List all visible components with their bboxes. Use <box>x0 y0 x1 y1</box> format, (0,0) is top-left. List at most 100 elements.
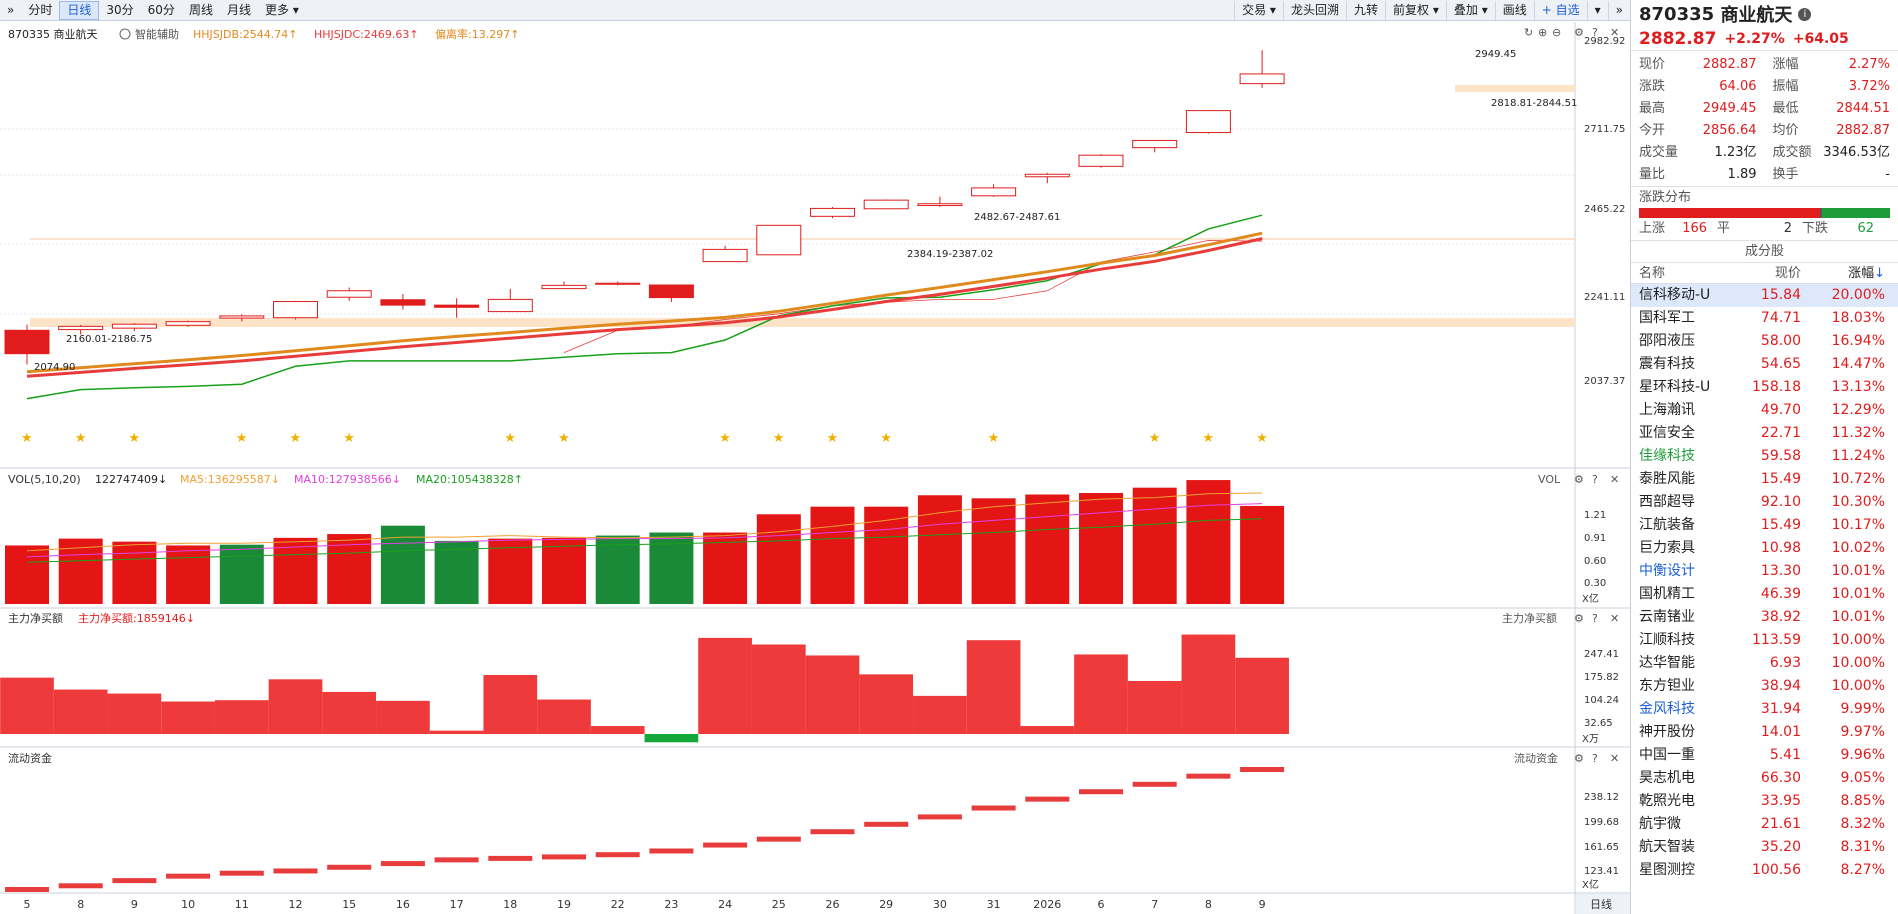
net-buy-bar[interactable] <box>322 691 377 734</box>
candle-body[interactable] <box>326 290 372 298</box>
volume-bar[interactable] <box>380 525 425 604</box>
flow-bar[interactable] <box>1240 767 1285 772</box>
net-buy-bar[interactable] <box>1235 657 1289 734</box>
constituent-row[interactable]: 上海瀚讯 49.70 12.29% <box>1631 399 1898 422</box>
volume-bar[interactable] <box>5 545 49 604</box>
flow-bar[interactable] <box>810 829 855 835</box>
col-price[interactable]: 现价 <box>1774 266 1801 281</box>
period-tab-daily[interactable]: 日线 <box>59 0 100 20</box>
flow-bar[interactable] <box>649 848 694 854</box>
constituent-row[interactable]: 震有科技 54.65 14.47% <box>1631 353 1898 376</box>
volume-bar[interactable] <box>595 535 640 604</box>
settings-icon[interactable]: ⚙ <box>1574 26 1584 39</box>
flow-bar[interactable] <box>542 854 586 860</box>
flow-bar[interactable] <box>864 821 909 827</box>
constituent-row[interactable]: 巨力索具 10.98 10.02% <box>1631 537 1898 560</box>
net-buy-bar[interactable] <box>107 693 162 734</box>
candle-body[interactable] <box>1132 139 1178 149</box>
net-buy-bar[interactable] <box>805 655 860 734</box>
net-buy-bar[interactable] <box>1020 726 1075 734</box>
flow-bar[interactable] <box>434 857 479 863</box>
flow-bar[interactable] <box>1132 781 1177 787</box>
period-tab-30min[interactable]: 30分 <box>106 2 134 17</box>
help-icon[interactable]: ? <box>1592 752 1598 765</box>
constituent-row[interactable]: 云南锗业 38.92 10.01% <box>1631 606 1898 629</box>
constituent-row[interactable]: 乾照光电 33.95 8.85% <box>1631 790 1898 813</box>
refresh-icon[interactable]: ↻ <box>1524 26 1533 39</box>
flow-bar[interactable] <box>5 887 49 892</box>
settings-icon[interactable]: ⚙ <box>1574 752 1584 765</box>
constituent-row[interactable]: 中国一重 5.41 9.96% <box>1631 744 1898 767</box>
candle-body[interactable] <box>165 321 211 326</box>
volume-bar[interactable] <box>112 541 157 604</box>
flow-bar[interactable] <box>488 855 533 861</box>
flow-bar[interactable] <box>327 864 372 870</box>
candle-body[interactable] <box>1239 73 1285 85</box>
net-buy-bar[interactable] <box>751 644 806 734</box>
overlay-dropdown[interactable]: 叠加 ▾ <box>1445 1 1495 20</box>
constituent-row[interactable]: 邵阳液压 58.00 16.94% <box>1631 330 1898 353</box>
volume-bar[interactable] <box>917 495 962 604</box>
candle-body[interactable] <box>595 282 641 285</box>
net-buy-bar[interactable] <box>590 726 645 734</box>
flow-bar[interactable] <box>380 861 425 867</box>
period-indicator[interactable] <box>1576 894 1630 914</box>
add-watchlist-button[interactable]: + 自选 <box>1533 1 1587 20</box>
candle-body[interactable] <box>380 299 426 306</box>
constituent-row[interactable]: 星环科技-U 158.18 13.13% <box>1631 376 1898 399</box>
constituent-row[interactable]: 达华智能 6.93 10.00% <box>1631 652 1898 675</box>
net-buy-bar[interactable] <box>483 675 538 734</box>
candle-body[interactable] <box>971 187 1017 197</box>
flow-bar[interactable] <box>917 814 962 820</box>
candle-body[interactable] <box>4 329 50 355</box>
candle-body[interactable] <box>273 301 318 319</box>
zoom-out-icon[interactable]: ⊖ <box>1552 26 1561 39</box>
trade-dropdown[interactable]: 交易 ▾ <box>1234 1 1283 20</box>
settings-icon[interactable]: ⚙ <box>1574 612 1584 625</box>
volume-bar[interactable] <box>542 537 586 604</box>
net-buy-bar[interactable] <box>537 699 591 734</box>
help-icon[interactable]: ? <box>1592 473 1598 486</box>
constituent-row[interactable]: 江顺科技 113.59 10.00% <box>1631 629 1898 652</box>
close-icon[interactable]: ✕ <box>1610 473 1619 486</box>
volume-bar[interactable] <box>864 506 909 604</box>
candle-body[interactable] <box>487 298 533 313</box>
flow-bar[interactable] <box>756 836 801 842</box>
constituent-row[interactable]: 国机精工 46.39 10.01% <box>1631 583 1898 606</box>
net-buy-bar[interactable] <box>644 734 699 743</box>
flow-bar[interactable] <box>219 870 264 876</box>
panel-expand-button[interactable]: » <box>1607 1 1630 20</box>
volume-bar[interactable] <box>971 498 1016 604</box>
volume-bar[interactable] <box>1079 492 1123 604</box>
volume-bar[interactable] <box>219 544 264 604</box>
net-buy-bar[interactable] <box>913 695 967 734</box>
candle-body[interactable] <box>648 284 694 299</box>
smart-assist-toggle[interactable]: 智能辅助 <box>135 27 179 41</box>
volume-bar[interactable] <box>810 506 855 604</box>
volume-bar[interactable] <box>166 545 211 604</box>
period-tab-intraday[interactable]: 分时 <box>28 2 53 17</box>
period-tab-60min[interactable]: 60分 <box>147 2 175 17</box>
constituent-row[interactable]: 航宇微 21.61 8.32% <box>1631 813 1898 836</box>
constituent-row[interactable]: 西部超导 92.10 10.30% <box>1631 491 1898 514</box>
net-buy-bar[interactable] <box>376 700 430 734</box>
net-buy-bar[interactable] <box>0 677 54 734</box>
constituent-row[interactable]: 神开股份 14.01 9.97% <box>1631 721 1898 744</box>
constituent-row[interactable]: 东方钽业 38.94 10.00% <box>1631 675 1898 698</box>
net-buy-bar[interactable] <box>53 689 108 734</box>
volume-bar[interactable] <box>58 538 103 604</box>
volume-bar[interactable] <box>1186 480 1231 604</box>
flow-bar[interactable] <box>112 878 157 884</box>
candle-body[interactable] <box>58 325 104 331</box>
net-buy-bar[interactable] <box>859 674 914 734</box>
candle-body[interactable] <box>810 207 855 217</box>
flow-bar[interactable] <box>595 852 640 858</box>
candle-body[interactable] <box>219 315 265 319</box>
candle-body[interactable] <box>1185 110 1231 134</box>
candle-body[interactable] <box>756 224 802 256</box>
flow-bar[interactable] <box>703 842 748 848</box>
settings-icon[interactable]: ⚙ <box>1574 473 1584 486</box>
constituent-row[interactable]: 信科移动-U 15.84 20.00% <box>1631 284 1898 307</box>
flow-bar[interactable] <box>1079 789 1123 795</box>
help-icon[interactable]: ? <box>1592 26 1598 39</box>
